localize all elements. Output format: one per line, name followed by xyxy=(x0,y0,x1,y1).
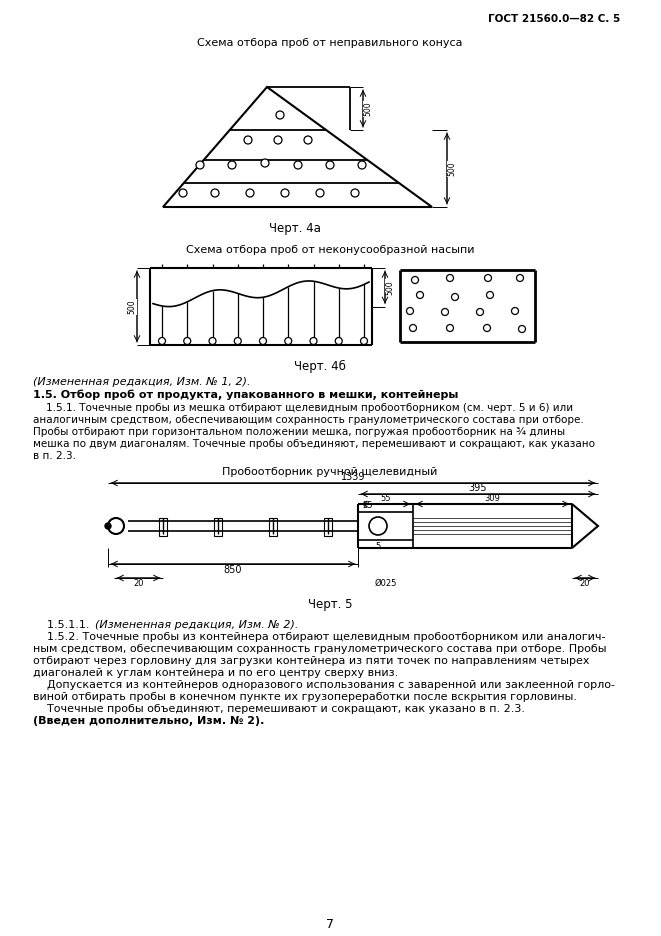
Text: ГОСТ 21560.0—82 С. 5: ГОСТ 21560.0—82 С. 5 xyxy=(488,14,620,24)
Circle shape xyxy=(234,338,241,344)
Circle shape xyxy=(446,274,453,282)
Text: Ø025: Ø025 xyxy=(374,579,397,588)
Text: аналогичным средством, обеспечивающим сохранность гранулометрического состава пр: аналогичным средством, обеспечивающим со… xyxy=(33,415,584,425)
Circle shape xyxy=(516,274,524,282)
Text: Схема отбора проб от неконусообразной насыпи: Схема отбора проб от неконусообразной на… xyxy=(186,245,474,255)
Circle shape xyxy=(316,189,324,197)
Circle shape xyxy=(416,291,424,299)
Circle shape xyxy=(294,161,302,169)
Circle shape xyxy=(281,189,289,197)
Text: 309: 309 xyxy=(485,494,500,503)
Circle shape xyxy=(451,294,459,300)
Text: ным средством, обеспечивающим сохранность гранулометрического состава при отборе: ным средством, обеспечивающим сохранност… xyxy=(33,644,607,654)
Circle shape xyxy=(407,308,414,314)
Circle shape xyxy=(244,136,252,144)
Bar xyxy=(159,518,167,536)
Text: (Введен дополнительно, Изм. № 2).: (Введен дополнительно, Изм. № 2). xyxy=(33,716,264,726)
Circle shape xyxy=(274,136,282,144)
Text: Точечные пробы объединяют, перемешивают и сокращают, как указано в п. 2.3.: Точечные пробы объединяют, перемешивают … xyxy=(33,704,525,714)
Circle shape xyxy=(196,161,204,169)
Bar xyxy=(269,518,277,536)
Text: 5: 5 xyxy=(375,542,381,551)
Text: виной отбирать пробы в конечном пункте их грузопереработки после вскрытия горлов: виной отбирать пробы в конечном пункте и… xyxy=(33,692,577,702)
Circle shape xyxy=(261,159,269,167)
Circle shape xyxy=(483,325,490,331)
Circle shape xyxy=(410,325,416,331)
Circle shape xyxy=(105,523,111,529)
Circle shape xyxy=(285,338,292,344)
Circle shape xyxy=(442,309,449,315)
Circle shape xyxy=(310,338,317,344)
Text: (Измененная редакция, Изм. № 2).: (Измененная редакция, Изм. № 2). xyxy=(95,620,298,630)
Circle shape xyxy=(485,274,492,282)
Text: 1.5.2. Точечные пробы из контейнера отбирают щелевидным пробоотборником или анал: 1.5.2. Точечные пробы из контейнера отби… xyxy=(33,632,605,642)
Text: 1339: 1339 xyxy=(341,472,366,482)
Circle shape xyxy=(446,325,453,331)
Circle shape xyxy=(477,309,483,315)
Circle shape xyxy=(486,291,494,299)
Circle shape xyxy=(512,308,518,314)
Text: 500: 500 xyxy=(447,161,457,176)
Text: 500: 500 xyxy=(128,300,137,314)
Text: Схема отбора проб от неправильного конуса: Схема отбора проб от неправильного конус… xyxy=(197,38,463,48)
Text: 7: 7 xyxy=(326,918,334,931)
Circle shape xyxy=(159,338,165,344)
Circle shape xyxy=(326,161,334,169)
Text: Пробоотборник ручной щелевидный: Пробоотборник ручной щелевидный xyxy=(222,467,438,477)
Text: 1.5. Отбор проб от продукта, упакованного в мешки, контейнеры: 1.5. Отбор проб от продукта, упакованног… xyxy=(33,390,458,401)
Text: в п. 2.3.: в п. 2.3. xyxy=(33,451,76,461)
Text: (Измененная редакция, Изм. № 1, 2).: (Измененная редакция, Изм. № 1, 2). xyxy=(33,377,251,387)
Circle shape xyxy=(209,338,216,344)
Circle shape xyxy=(246,189,254,197)
Circle shape xyxy=(260,338,266,344)
Text: 850: 850 xyxy=(224,565,242,575)
Text: 500: 500 xyxy=(364,101,373,116)
Text: 25: 25 xyxy=(362,501,373,510)
Circle shape xyxy=(184,338,191,344)
Text: Допускается из контейнеров одноразового использования с заваренной или заклеенно: Допускается из контейнеров одноразового … xyxy=(33,680,615,690)
Circle shape xyxy=(358,161,366,169)
Circle shape xyxy=(335,338,342,344)
Bar xyxy=(324,518,332,536)
Circle shape xyxy=(351,189,359,197)
Text: 500: 500 xyxy=(385,280,395,295)
Text: Черт. 4а: Черт. 4а xyxy=(269,222,321,235)
Circle shape xyxy=(518,326,525,332)
Circle shape xyxy=(211,189,219,197)
Circle shape xyxy=(179,189,187,197)
Circle shape xyxy=(228,161,236,169)
Text: отбирают через горловину для загрузки контейнера из пяти точек по направлениям ч: отбирают через горловину для загрузки ко… xyxy=(33,656,590,666)
Text: 1.5.1. Точечные пробы из мешка отбирают щелевидным пробоотборником (см. черт. 5 : 1.5.1. Точечные пробы из мешка отбирают … xyxy=(33,403,573,413)
Circle shape xyxy=(276,111,284,119)
Text: 20: 20 xyxy=(580,579,590,588)
Text: 395: 395 xyxy=(469,483,487,493)
Text: 1.5.1.1.: 1.5.1.1. xyxy=(33,620,93,630)
Polygon shape xyxy=(572,504,598,548)
Circle shape xyxy=(369,517,387,535)
Text: Пробы отбирают при горизонтальном положении мешка, погружая пробоотборник на ¾ д: Пробы отбирают при горизонтальном положе… xyxy=(33,427,565,437)
Text: Черт. 5: Черт. 5 xyxy=(308,598,352,611)
Bar xyxy=(214,518,222,536)
Circle shape xyxy=(360,338,368,344)
Circle shape xyxy=(412,276,418,284)
Circle shape xyxy=(304,136,312,144)
Text: мешка по двум диагоналям. Точечные пробы объединяют, перемешивают и сокращают, к: мешка по двум диагоналям. Точечные пробы… xyxy=(33,439,595,449)
Text: 55: 55 xyxy=(380,494,391,503)
Text: Черт. 4б: Черт. 4б xyxy=(294,360,346,373)
Circle shape xyxy=(108,518,124,534)
Text: 20: 20 xyxy=(134,579,143,588)
Text: диагоналей к углам контейнера и по его центру сверху вниз.: диагоналей к углам контейнера и по его ц… xyxy=(33,668,398,678)
